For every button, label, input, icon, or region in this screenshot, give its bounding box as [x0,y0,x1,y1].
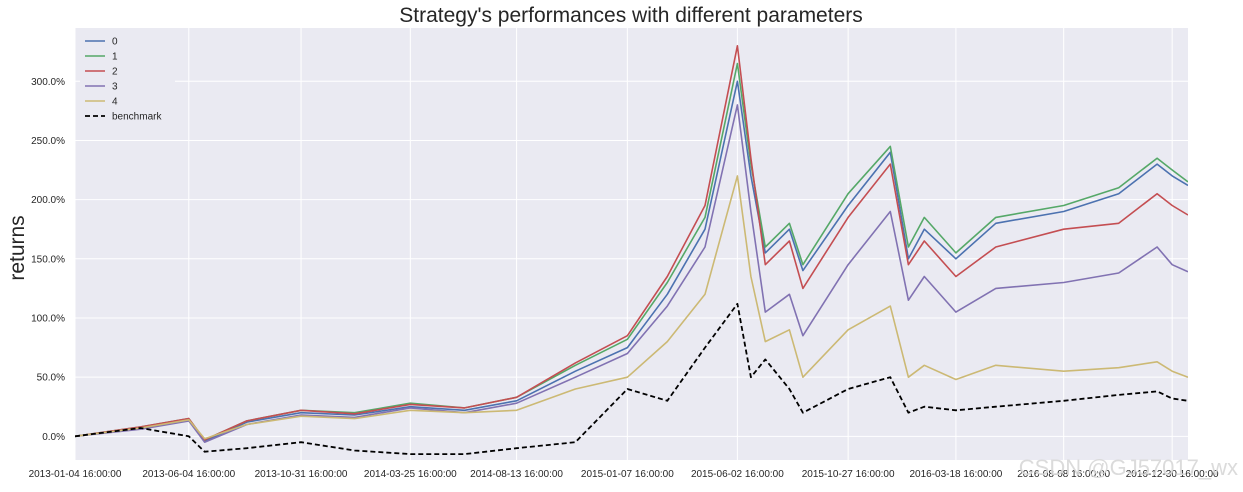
legend-label: benchmark [112,112,162,123]
x-tick-label: 2015-10-27 16:00:00 [802,469,895,480]
series-line-benchmark [75,302,1188,456]
x-tick-label: 2015-01-07 16:00:00 [581,469,674,480]
x-tick-label: 2016-12-30 16:00:00 [1126,469,1219,480]
legend-label: 1 [112,52,118,63]
y-tick-label: 100.0% [31,313,65,324]
grid [74,28,1188,460]
legend-box [80,32,175,128]
y-tick-label: 250.0% [31,136,65,147]
x-tick-label: 2015-06-02 16:00:00 [691,469,784,480]
x-tick-label: 2013-06-04 16:00:00 [142,469,235,480]
legend-label: 2 [112,67,118,78]
series-line-0 [75,80,1188,442]
x-tick-label: 2013-01-04 16:00:00 [29,469,122,480]
legend: 0 1 2 3 4 benchmark [80,32,175,128]
legend-label: 3 [112,82,118,93]
y-tick-label: 0.0% [42,432,65,443]
y-axis-label: returns [6,215,29,280]
x-tick-label: 2014-03-25 16:00:00 [364,469,457,480]
y-tick-label: 50.0% [37,373,65,384]
series-line-4 [75,175,1188,440]
y-tick-label: 300.0% [31,77,65,88]
chart-title: Strategy's performances with different p… [399,4,863,27]
x-tick-label: 2014-08-13 16:00:00 [470,469,563,480]
x-ticks: 2013-01-04 16:00:00 2013-06-04 16:00:00 20… [29,469,1219,480]
legend-label: 4 [112,97,118,108]
series-line-2 [75,44,1188,441]
series-line-3 [75,104,1188,444]
plot-area [75,28,1188,460]
y-tick-label: 200.0% [31,195,65,206]
watermark: CSDN @GJ57017_wx [1019,455,1238,480]
series-layer [75,44,1188,456]
legend-label: 0 [112,37,118,48]
x-tick-label: 2016-03-18 16:00:00 [909,469,1002,480]
y-ticks: 0.0% 50.0% 100.0% 150.0% 200.0% 250.0% 300.0% [31,77,65,443]
y-tick-label: 150.0% [31,254,65,265]
x-tick-label: 2013-10-31 16:00:00 [255,469,348,480]
x-tick-label: 2016-08-08 16:00:00 [1017,469,1110,480]
